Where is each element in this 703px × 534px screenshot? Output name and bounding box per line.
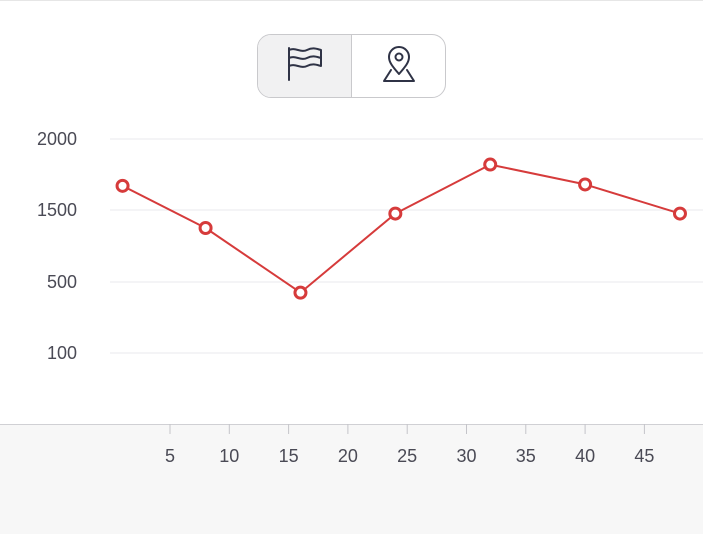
x-tick-label: 25 [397, 446, 417, 466]
map-pin-toggle-button[interactable] [351, 35, 445, 97]
x-axis-band [0, 424, 703, 534]
x-tick-label: 45 [634, 446, 654, 466]
x-tick-label: 15 [279, 446, 299, 466]
y-tick-label: 1500 [37, 200, 77, 220]
x-tick-label: 20 [338, 446, 358, 466]
x-tick-label: 10 [219, 446, 239, 466]
data-point [483, 157, 498, 172]
x-tick-label: 40 [575, 446, 595, 466]
view-toggle-group [257, 34, 446, 98]
data-point [293, 285, 308, 300]
y-tick-label: 2000 [37, 129, 77, 149]
data-point [578, 177, 593, 192]
flag-toggle-button[interactable] [258, 35, 351, 97]
x-tick-label: 30 [456, 446, 476, 466]
y-tick-label: 500 [47, 272, 77, 292]
y-tick-label: 100 [47, 343, 77, 363]
data-point [198, 221, 213, 235]
x-tick-label: 5 [165, 446, 175, 466]
data-point [672, 206, 687, 221]
data-point [115, 178, 130, 193]
flag-icon [285, 44, 325, 89]
data-point [388, 206, 403, 221]
map-pin-icon [379, 44, 419, 89]
x-tick-label: 35 [516, 446, 536, 466]
